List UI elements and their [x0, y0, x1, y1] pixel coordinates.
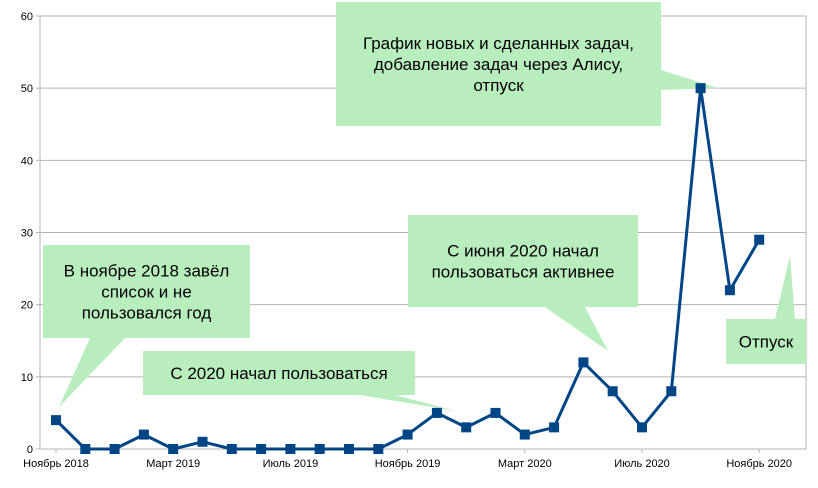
- callout-pointer: [360, 395, 456, 411]
- callout-pointer: [661, 70, 718, 90]
- data-point: [226, 444, 237, 454]
- data-point: [168, 444, 179, 454]
- callout-text: пользоваться активнее: [432, 263, 615, 282]
- data-point: [431, 407, 442, 418]
- data-point: [607, 386, 618, 397]
- callout-box: [726, 319, 806, 364]
- data-point: [373, 444, 384, 454]
- data-point: [724, 285, 735, 296]
- callout-pointer: [775, 256, 795, 319]
- data-point: [754, 234, 765, 245]
- x-tick-label: Март 2019: [146, 458, 200, 470]
- x-tick-label: Июль 2020: [614, 458, 670, 470]
- callout-text: График новых и сделанных задач,: [363, 34, 634, 53]
- y-tick-label: 50: [21, 83, 33, 95]
- callout-text: Отпуск: [739, 333, 794, 352]
- callout-text: список и не: [101, 283, 192, 302]
- data-point: [109, 444, 120, 454]
- callout-pointer: [545, 307, 608, 351]
- data-point: [80, 444, 91, 454]
- callout-box: [43, 245, 250, 338]
- callout-box: [143, 351, 415, 395]
- y-tick-label: 30: [21, 228, 33, 240]
- callout-box: [336, 2, 661, 126]
- data-point: [490, 407, 501, 418]
- x-tick-label: Ноябрь 2020: [726, 458, 792, 470]
- x-tick-label: Ноябрь 2018: [23, 458, 89, 470]
- data-point: [519, 429, 530, 440]
- data-point: [138, 429, 149, 440]
- y-tick-label: 10: [21, 372, 33, 384]
- data-point: [578, 357, 589, 368]
- callout-text: отпуск: [473, 76, 524, 95]
- x-tick-label: Март 2020: [498, 458, 552, 470]
- y-tick-label: 0: [27, 444, 33, 456]
- x-tick-label: Июль 2019: [263, 458, 319, 470]
- callout-text: пользовался год: [82, 304, 212, 323]
- data-point: [666, 386, 677, 397]
- y-tick-label: 40: [21, 155, 33, 167]
- data-point: [344, 444, 354, 454]
- data-point: [51, 415, 61, 426]
- data-point: [197, 436, 208, 447]
- x-tick-label: Ноябрь 2019: [375, 458, 441, 470]
- data-point: [461, 422, 472, 433]
- callout-pointer: [59, 338, 125, 407]
- y-tick-label: 20: [21, 300, 33, 312]
- data-point: [256, 444, 267, 454]
- data-point: [637, 422, 647, 433]
- callout-text: С 2020 начал пользоваться: [170, 364, 387, 383]
- callout-text: В ноябре 2018 завёл: [64, 262, 230, 281]
- data-point: [549, 422, 560, 433]
- data-point: [695, 83, 706, 94]
- callout-box: [408, 215, 638, 307]
- data-point: [285, 444, 296, 454]
- y-tick-label: 60: [21, 11, 33, 23]
- data-point: [402, 429, 413, 440]
- callout-text: добавление задач через Алису,: [374, 55, 623, 74]
- callout-text: С июня 2020 начал: [447, 242, 599, 261]
- data-point: [314, 444, 325, 454]
